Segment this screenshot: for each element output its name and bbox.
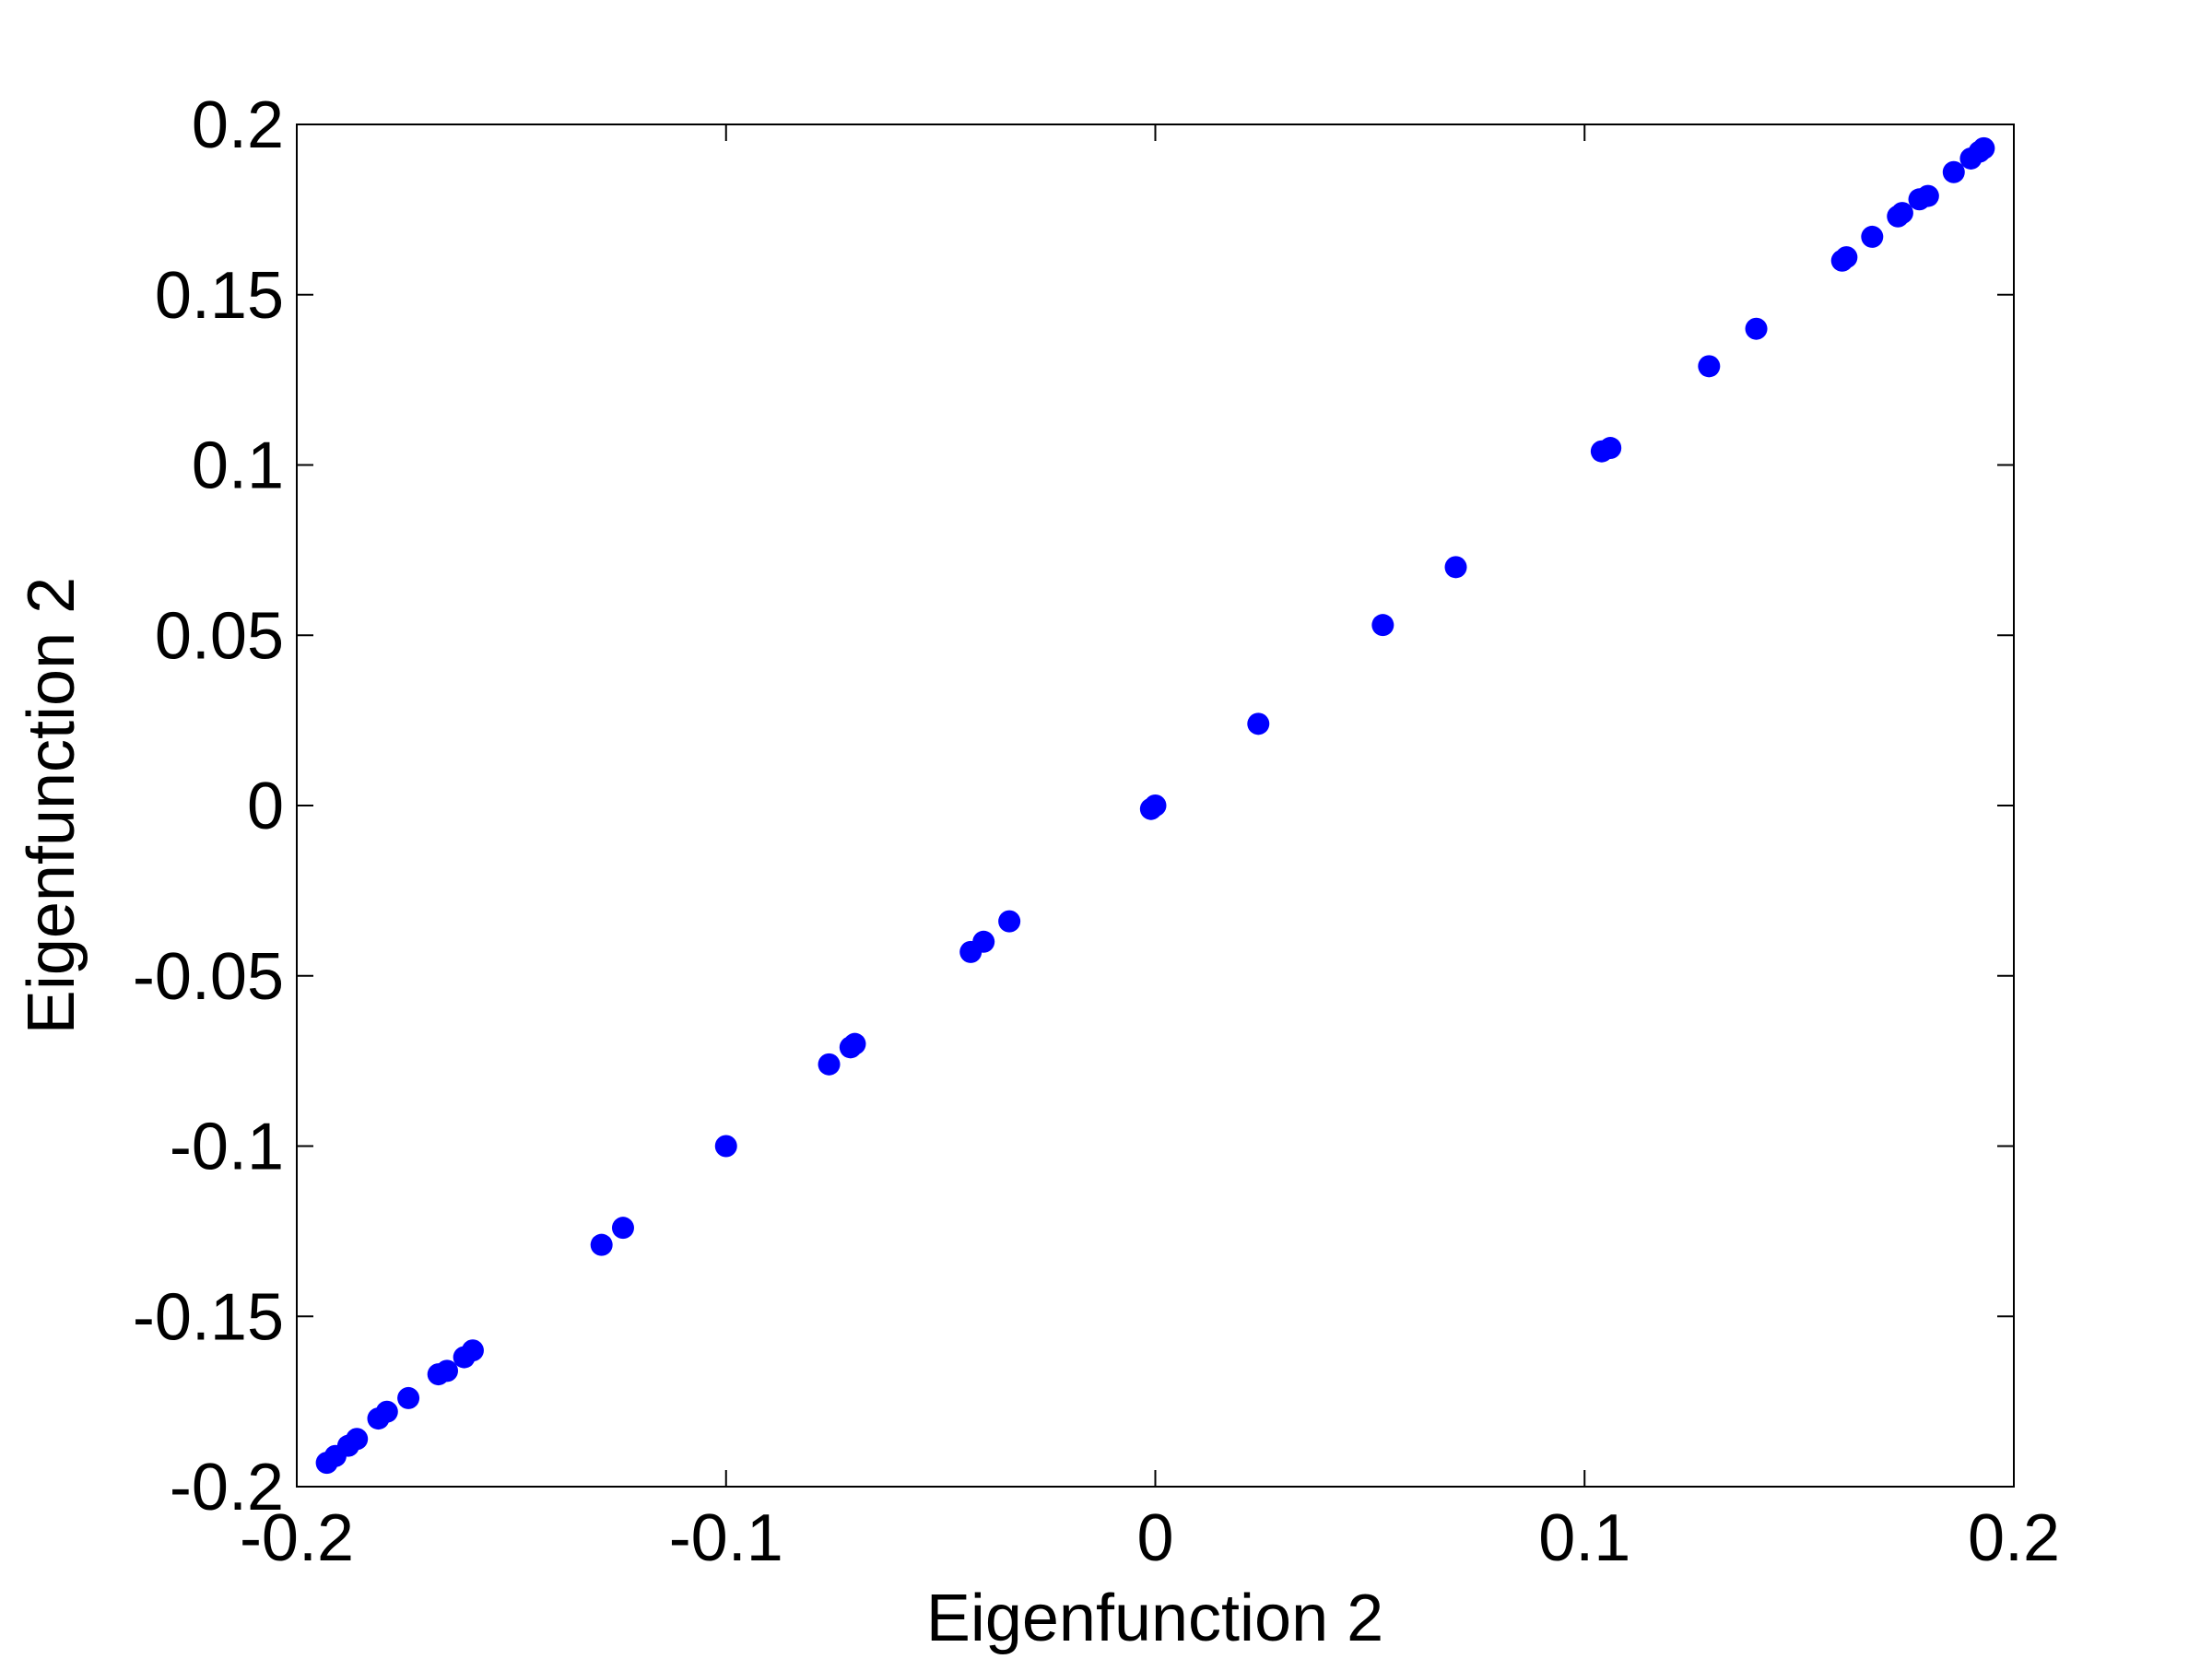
y-tick-label: -0.05: [133, 940, 284, 1014]
data-point: [998, 910, 1021, 933]
y-tick-label: -0.15: [133, 1280, 284, 1354]
y-tick-label: -0.2: [170, 1451, 284, 1524]
data-point: [346, 1428, 369, 1451]
y-tick-label: 0: [247, 770, 284, 843]
data-point: [461, 1339, 484, 1362]
x-tick-label: -0.1: [669, 1501, 783, 1575]
data-point: [714, 1135, 737, 1158]
data-point: [436, 1359, 459, 1382]
data-point: [397, 1386, 420, 1409]
x-tick-label: 0: [1136, 1501, 1173, 1575]
axis-ticks: -0.2 -0.1 0 0.1 0.2 -0.2 -0.15 -0.1 -0.05 0 0.05 0.…: [133, 88, 2060, 1575]
data-point: [1371, 614, 1394, 637]
x-axis-label: Eigenfunction 2: [926, 1582, 1383, 1655]
data-point: [1144, 794, 1167, 817]
data-point: [1916, 184, 1939, 207]
data-points: [315, 136, 1995, 1475]
data-point: [1942, 160, 1965, 183]
x-tick-label: 0.2: [1968, 1501, 2060, 1575]
data-point: [1698, 355, 1721, 378]
data-point: [1890, 202, 1913, 225]
data-point: [1444, 556, 1467, 579]
data-point: [375, 1400, 398, 1423]
data-point: [843, 1032, 866, 1055]
data-point: [1835, 246, 1858, 269]
x-tick-label: 0.1: [1538, 1501, 1630, 1575]
y-tick-label: 0.05: [155, 599, 284, 673]
y-tick-label: -0.1: [170, 1111, 284, 1184]
data-point: [1972, 136, 1995, 159]
data-point: [1861, 225, 1884, 248]
data-point: [1745, 317, 1768, 340]
data-point: [818, 1053, 841, 1076]
y-tick-label: 0.2: [192, 88, 284, 162]
x-tick-label: -0.2: [240, 1501, 354, 1575]
data-point: [611, 1217, 634, 1240]
data-point: [590, 1233, 613, 1256]
data-point: [1247, 712, 1270, 735]
data-point: [1599, 437, 1622, 460]
y-tick-label: 0.15: [155, 259, 284, 333]
data-point: [972, 930, 995, 953]
y-axis-label: Eigenfunction 2: [15, 577, 88, 1034]
y-tick-label: 0.1: [192, 429, 284, 503]
